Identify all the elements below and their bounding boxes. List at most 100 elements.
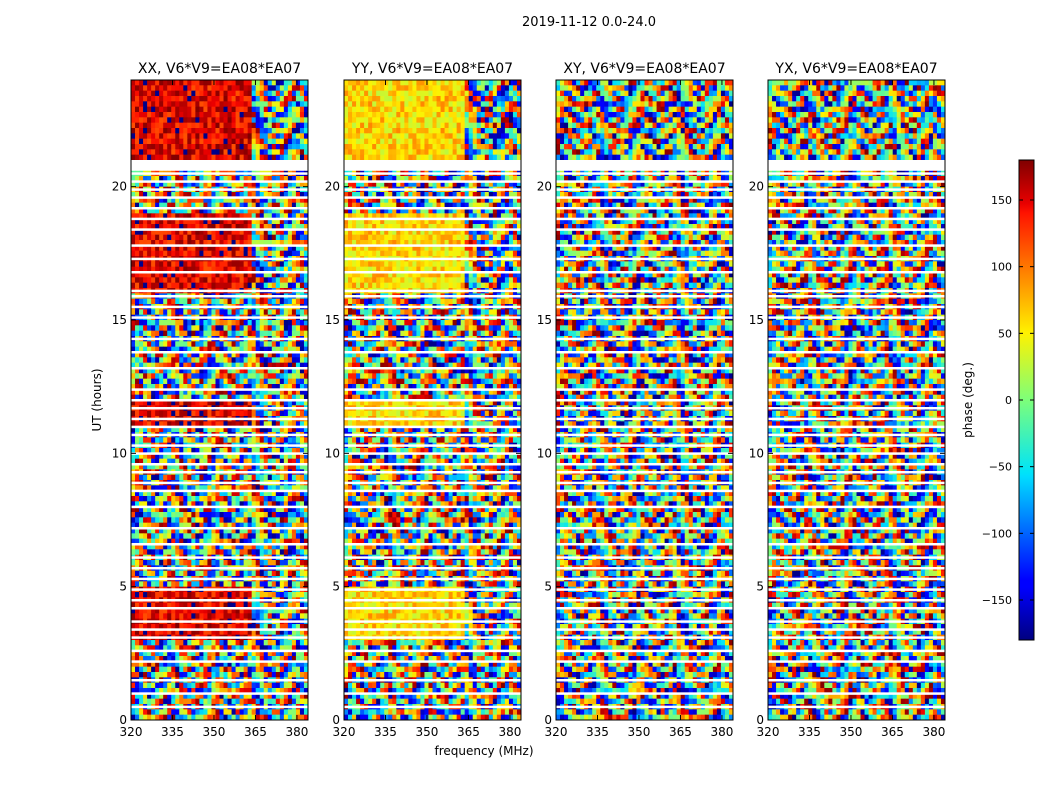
heatmap-cell [248, 101, 253, 107]
heatmap-cell [207, 560, 212, 566]
heatmap-cell [139, 117, 144, 123]
heatmap-cell [143, 299, 148, 305]
heatmap-cell [155, 437, 160, 443]
heatmap-cell [284, 96, 289, 102]
heatmap-cell [224, 581, 229, 587]
heatmap-cell [260, 309, 265, 315]
heatmap-cell [264, 560, 269, 566]
heatmap-cell [296, 496, 301, 502]
heatmap-cell [199, 475, 204, 481]
heatmap-cell [171, 549, 176, 555]
heatmap-cell [252, 299, 257, 305]
heatmap-cell [171, 320, 176, 326]
heatmap-cell [131, 80, 136, 86]
heatmap-cell [199, 496, 204, 502]
heatmap-cell [199, 373, 204, 379]
heatmap-cell [276, 133, 281, 139]
heatmap-cell [147, 261, 152, 267]
heatmap-cell [167, 117, 172, 123]
heatmap-cell [276, 283, 281, 289]
heatmap-cell [131, 373, 136, 379]
heatmap-cell [163, 235, 168, 241]
heatmap-cell [131, 235, 136, 241]
heatmap-cell [284, 475, 289, 481]
heatmap-cell [155, 112, 160, 118]
heatmap-cell [288, 251, 293, 257]
heatmap-cell [248, 341, 253, 347]
heatmap-cell [220, 112, 225, 118]
heatmap-cell [139, 128, 144, 134]
heatmap-cell [151, 533, 156, 539]
heatmap-cell [244, 235, 249, 241]
heatmap-cell [203, 475, 208, 481]
heatmap-cell [207, 667, 212, 673]
heatmap-cell [159, 667, 164, 673]
heatmap-cell [191, 107, 196, 113]
heatmap-cell [175, 299, 180, 305]
heatmap-cell [256, 437, 261, 443]
heatmap-cell [187, 117, 192, 123]
heatmap-cell [191, 283, 196, 289]
heatmap-cell [155, 149, 160, 155]
heatmap-cell [252, 613, 257, 619]
heatmap-cell [244, 101, 249, 107]
heatmap-cell [155, 667, 160, 673]
heatmap-cell [280, 683, 285, 689]
heatmap-cell [179, 299, 184, 305]
heatmap-cell [292, 128, 297, 134]
heatmap-cell [179, 80, 184, 86]
heatmap-cell [224, 149, 229, 155]
heatmap-cell [276, 475, 281, 481]
heatmap-cell [228, 277, 233, 283]
heatmap-cell [143, 533, 148, 539]
heatmap-cell [296, 357, 301, 363]
heatmap-cell [264, 672, 269, 678]
heatmap-cell [215, 309, 220, 315]
heatmap-cell [292, 571, 297, 577]
heatmap-cell [292, 357, 297, 363]
heatmap-cell [228, 101, 233, 107]
heatmap-cell [232, 309, 237, 315]
heatmap-cell [288, 341, 293, 347]
heatmap-cell [260, 613, 265, 619]
heatmap-cell [248, 251, 253, 257]
heatmap-cell [163, 91, 168, 97]
heatmap-cell [256, 496, 261, 502]
heatmap-cell [191, 128, 196, 134]
heatmap-cell [256, 341, 261, 347]
heatmap-cell [288, 667, 293, 673]
heatmap-cell [179, 613, 184, 619]
heatmap-cell [211, 496, 216, 502]
heatmap-cell [276, 320, 281, 326]
heatmap-cell [292, 283, 297, 289]
heatmap-cell [244, 581, 249, 587]
heatmap-cell [236, 133, 241, 139]
heatmap-cell [224, 517, 229, 523]
heatmap-cell [183, 299, 188, 305]
heatmap-cell [159, 107, 164, 113]
heatmap-cell [252, 357, 257, 363]
heatmap-cell [256, 581, 261, 587]
heatmap-cell [175, 475, 180, 481]
heatmap-cell [276, 309, 281, 315]
heatmap-cell [240, 112, 245, 118]
heatmap-cell [143, 117, 148, 123]
heatmap-cell [143, 357, 148, 363]
heatmap-cell [300, 101, 305, 107]
heatmap-cell [244, 533, 249, 539]
heatmap-cell [203, 592, 208, 598]
heatmap-cell [272, 379, 277, 385]
heatmap-cell [236, 533, 241, 539]
heatmap-cell [248, 144, 253, 150]
heatmap-cell [268, 128, 273, 134]
heatmap-cell [276, 341, 281, 347]
heatmap-cell [228, 309, 233, 315]
heatmap-cell [183, 667, 188, 673]
heatmap-cell [203, 155, 208, 161]
heatmap-cell [187, 91, 192, 97]
heatmap-cell [232, 251, 237, 257]
heatmap-cell [248, 299, 253, 305]
heatmap-cell [224, 277, 229, 283]
heatmap-cell [155, 320, 160, 326]
heatmap-cell [248, 357, 253, 363]
